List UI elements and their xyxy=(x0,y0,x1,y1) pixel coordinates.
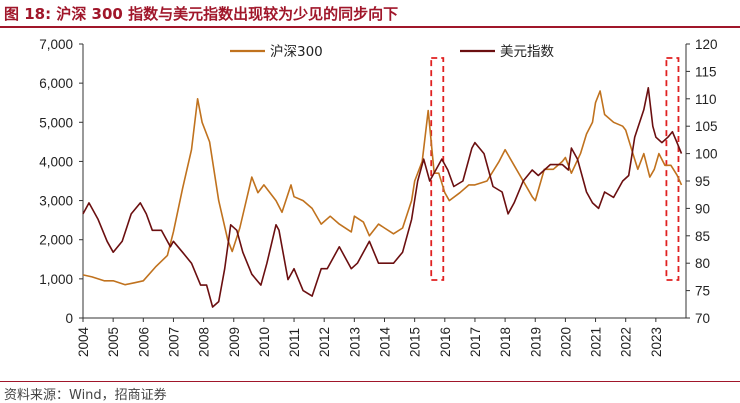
x-tick-label: 2014 xyxy=(378,326,393,357)
x-tick-label: 2020 xyxy=(558,327,573,357)
x-tick-label: 2022 xyxy=(619,327,634,357)
legend-label: 美元指数 xyxy=(500,44,554,60)
x-tick-label: 2013 xyxy=(347,327,362,357)
right-tick-label: 115 xyxy=(695,64,717,79)
left-tick-label: 0 xyxy=(65,311,73,326)
right-tick-label: 95 xyxy=(695,174,710,189)
left-tick-label: 3,000 xyxy=(39,194,73,209)
x-tick-label: 2011 xyxy=(287,328,302,357)
x-tick-label: 2009 xyxy=(227,327,242,357)
left-tick-label: 4,000 xyxy=(39,154,73,169)
x-tick-label: 2021 xyxy=(589,327,604,357)
x-tick-label: 2012 xyxy=(317,327,332,357)
chart-title: 图 18: 沪深 300 指数与美元指数出现较为少见的同步向下 xyxy=(4,5,399,23)
source-note: 资料来源：Wind，招商证券 xyxy=(4,388,167,403)
right-tick-label: 100 xyxy=(695,147,718,162)
series-line-csi300 xyxy=(82,90,683,286)
legend-label: 沪深300 xyxy=(270,44,323,60)
right-tick-label: 80 xyxy=(695,256,710,271)
left-tick-label: 6,000 xyxy=(39,76,73,91)
x-tick-label: 2004 xyxy=(76,326,91,357)
x-tick-label: 2005 xyxy=(106,327,121,357)
series-line-dxy xyxy=(82,87,683,308)
source-rule xyxy=(0,381,740,382)
x-tick-label: 2023 xyxy=(649,327,664,357)
left-tick-label: 5,000 xyxy=(39,115,73,130)
right-tick-label: 85 xyxy=(695,229,710,244)
title-rule xyxy=(0,26,740,28)
right-tick-label: 90 xyxy=(695,201,710,216)
x-tick-label: 2017 xyxy=(468,327,483,357)
x-tick-label: 2015 xyxy=(408,327,423,357)
title-bar: 图 18: 沪深 300 指数与美元指数出现较为少见的同步向下 xyxy=(0,0,740,26)
x-tick-label: 2018 xyxy=(498,327,513,357)
right-tick-label: 75 xyxy=(695,284,710,299)
highlight-box xyxy=(430,57,445,281)
left-tick-label: 7,000 xyxy=(39,37,73,52)
left-tick-label: 1,000 xyxy=(39,272,73,287)
right-tick-label: 105 xyxy=(695,119,718,134)
x-tick-label: 2016 xyxy=(438,327,453,357)
x-tick-label: 2007 xyxy=(166,327,181,357)
highlight-box xyxy=(665,57,680,281)
chart-area: 0 1,000 2,000 3,000 4,000 5,000 6,000 7,000 70 75… xyxy=(39,37,718,357)
right-tick-label: 70 xyxy=(695,311,710,326)
x-tick-label: 2008 xyxy=(197,327,212,357)
x-tick-label: 2006 xyxy=(136,327,151,357)
x-tick-label: 2010 xyxy=(257,327,272,357)
x-tick-label: 2019 xyxy=(528,327,543,357)
left-tick-label: 2,000 xyxy=(39,233,73,248)
right-tick-label: 110 xyxy=(695,92,717,107)
right-tick-label: 120 xyxy=(695,37,718,52)
